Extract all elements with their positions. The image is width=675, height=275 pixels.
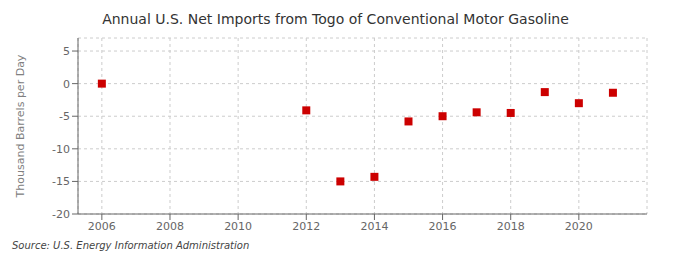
html-text:Source: U.S. Energy Informatio: Source: U.S. Energy Information Administ… (12, 240, 250, 251)
svg-text:2010: 2010 (224, 220, 252, 233)
svg-text:5: 5 (63, 45, 70, 58)
svg-text:2008: 2008 (156, 220, 184, 233)
svg-text:2016: 2016 (429, 220, 457, 233)
svg-text:2018: 2018 (497, 220, 525, 233)
svg-text:0: 0 (63, 78, 70, 91)
svg-text:2020: 2020 (565, 220, 593, 233)
svg-text:-5: -5 (59, 110, 70, 123)
svg-text:Thousand Barrels per Day: Thousand Barrels per Day (14, 54, 27, 198)
html-text:Annual U.S. Net Imports from T: Annual U.S. Net Imports from Togo of Con… (102, 11, 569, 27)
svg-text:2006: 2006 (88, 220, 116, 233)
svg-text:2012: 2012 (292, 220, 320, 233)
svg-text:-10: -10 (52, 143, 70, 156)
svg-text:-15: -15 (52, 175, 70, 188)
svg-text:-20: -20 (52, 208, 70, 221)
svg-text:2014: 2014 (360, 220, 388, 233)
